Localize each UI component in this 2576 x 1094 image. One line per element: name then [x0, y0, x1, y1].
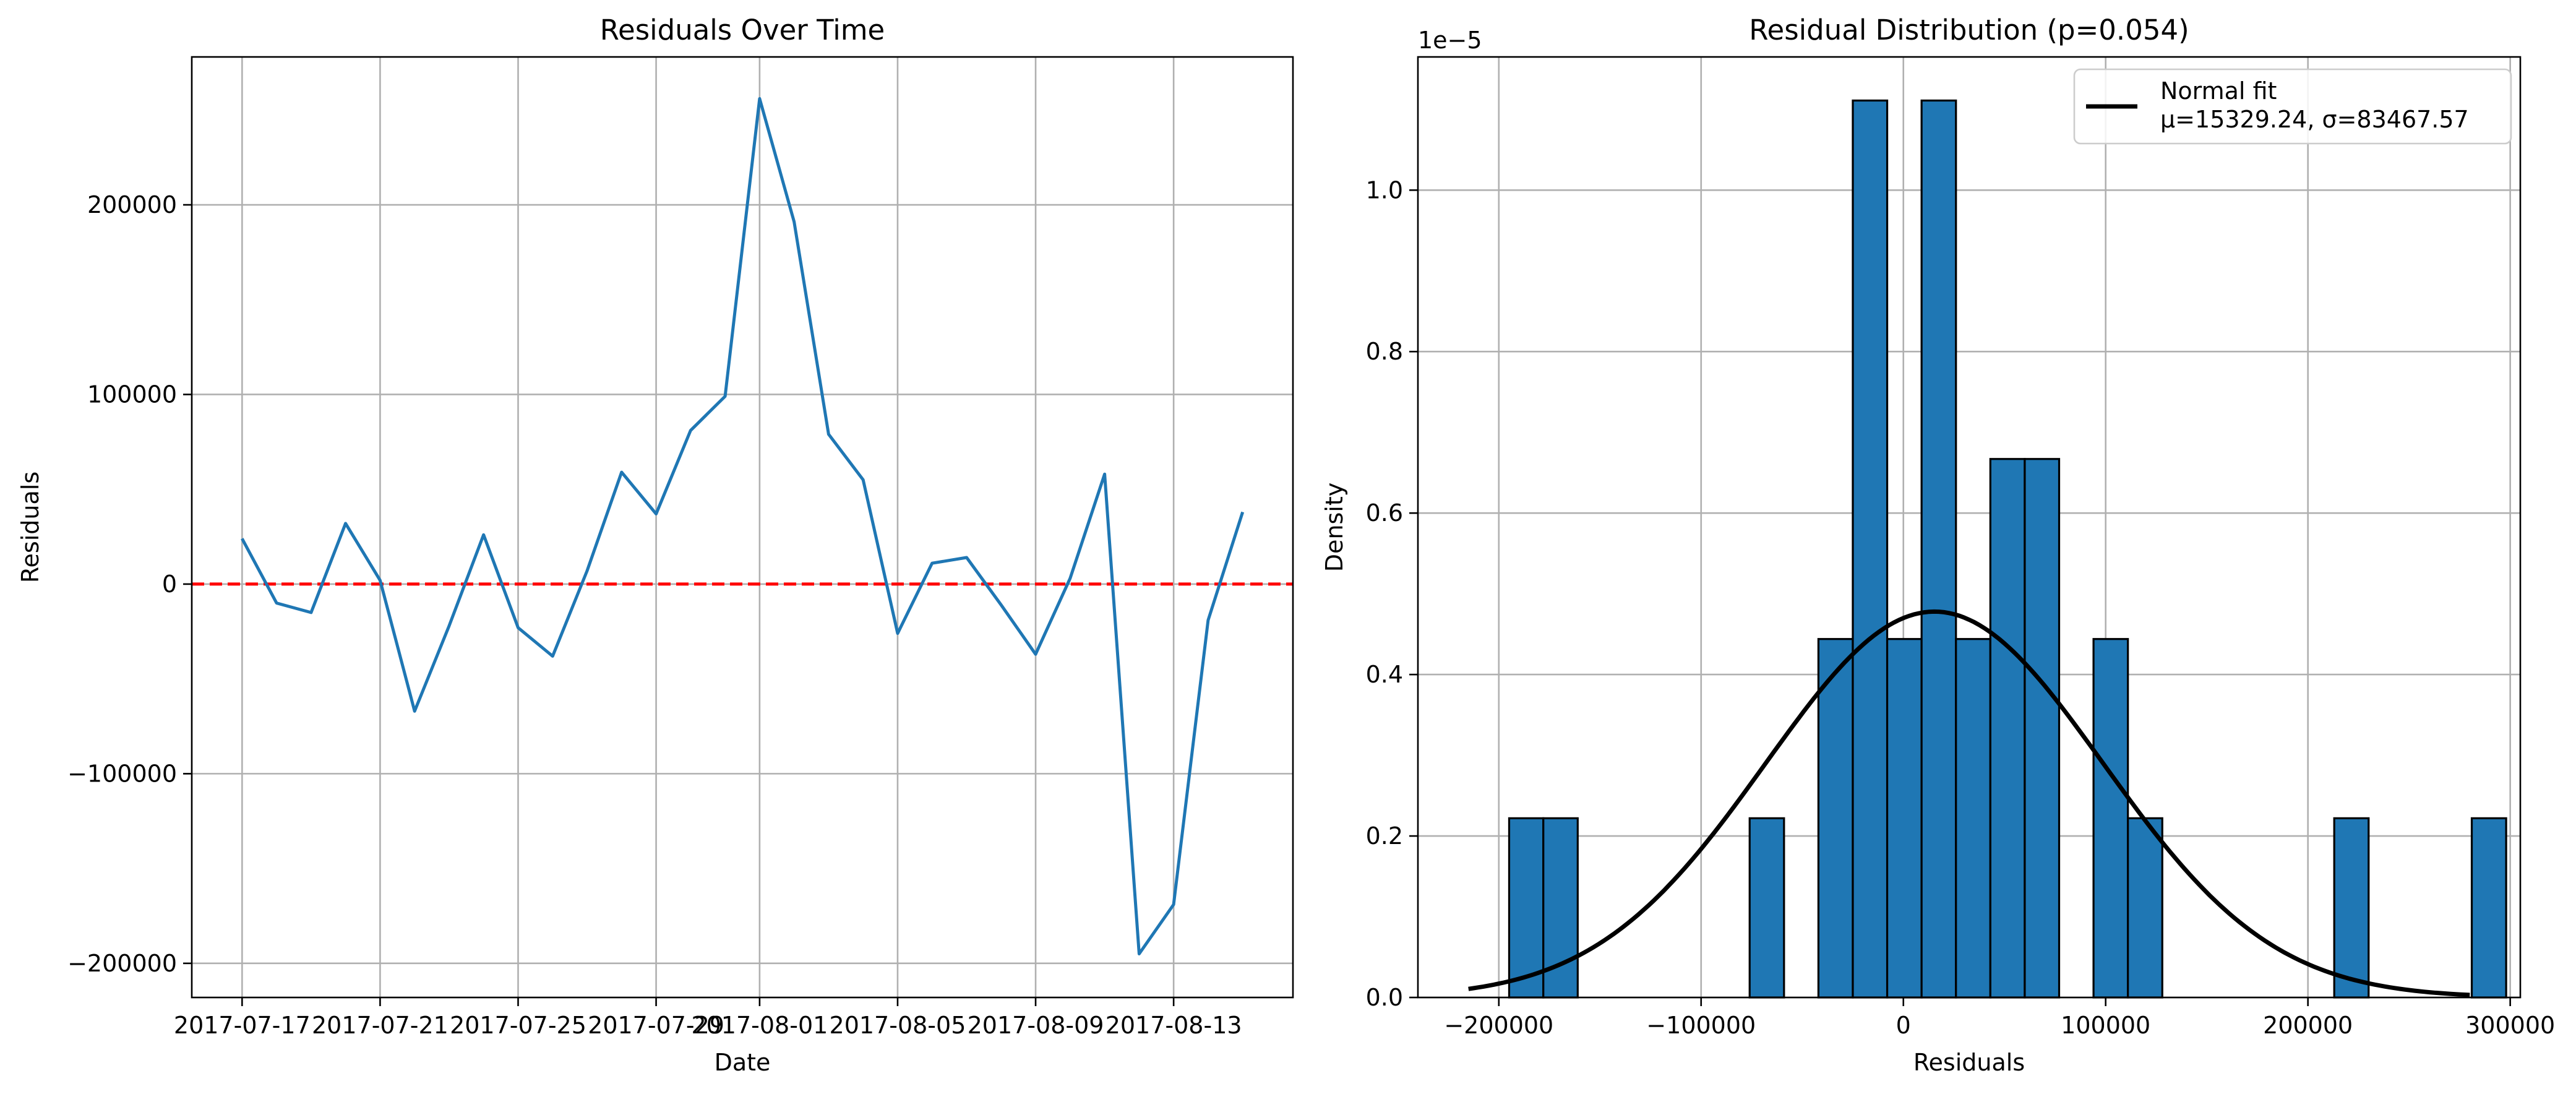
- histogram-bar: [2470, 817, 2507, 999]
- y-tick-label: 0.2: [1366, 822, 1403, 850]
- histogram-bar: [2127, 817, 2163, 999]
- line-chart-ylabel: Residuals: [17, 472, 44, 583]
- legend-box: [2073, 68, 2512, 145]
- x-tick-label: 2017-08-13: [1106, 1012, 1242, 1039]
- histogram-frame: [1417, 56, 2522, 999]
- x-tick-label: 2017-08-01: [691, 1012, 828, 1039]
- histogram-bar: [2333, 817, 2370, 999]
- x-tick-label: 2017-07-25: [450, 1012, 586, 1039]
- histogram-bar: [1508, 817, 1545, 999]
- histogram-bars: [1508, 99, 2507, 999]
- y-tick-label: −100000: [67, 760, 177, 787]
- y-tick-label: 0: [162, 571, 177, 598]
- x-tick-label: 2017-07-21: [312, 1012, 449, 1039]
- normal-fit-curve: [1468, 609, 2470, 997]
- histogram-bar: [2092, 638, 2129, 999]
- histogram-bar: [1955, 638, 1991, 999]
- histogram-bar: [1886, 638, 1923, 999]
- histogram-xlabel: Residuals: [1913, 1049, 2025, 1076]
- y-tick-label: 200000: [87, 191, 177, 218]
- histogram-panel: Residual Distribution (p=0.054) −200000−…: [1321, 14, 2555, 1076]
- line-chart-panel: Residuals Over Time 2017-07-17 2017-07-21…: [17, 14, 1294, 1076]
- legend-label-normal-fit: Normal fit: [2160, 77, 2277, 105]
- line-chart-xlabel: Date: [715, 1049, 771, 1076]
- histogram-y-scale-label: 1e−5: [1418, 27, 1482, 54]
- x-tick-label: −200000: [1444, 1012, 1553, 1039]
- x-tick-label: 200000: [2263, 1012, 2353, 1039]
- histogram-bar: [2024, 458, 2061, 999]
- x-tick-label: 2017-07-17: [174, 1012, 311, 1039]
- line-chart-ticks: 2017-07-17 2017-07-21 2017-07-25 2017-07-29…: [67, 191, 1242, 1039]
- x-tick-label: −100000: [1646, 1012, 1756, 1039]
- line-chart-title: Residuals Over Time: [600, 14, 885, 46]
- histogram-ticks: −200000 −100000 0 100000 200000 300000 0.0 0.2 0…: [1366, 176, 2556, 1039]
- histogram-bar: [1817, 638, 1854, 999]
- histogram-bar: [1852, 99, 1889, 999]
- legend-label-params: μ=15329.24, σ=83467.57: [2160, 106, 2469, 133]
- histogram-ylabel: Density: [1321, 483, 1348, 572]
- histogram-title: Residual Distribution (p=0.054): [1749, 14, 2189, 46]
- histogram-legend: Normal fit μ=15329.24, σ=83467.57: [2073, 68, 2512, 145]
- y-tick-label: 0.0: [1366, 984, 1403, 1011]
- x-tick-label: 2017-08-05: [830, 1012, 966, 1039]
- y-tick-label: 0.8: [1366, 338, 1403, 365]
- y-tick-label: 100000: [87, 381, 177, 408]
- histogram-bar: [1748, 817, 1785, 999]
- line-chart-frame: [191, 56, 1294, 999]
- line-chart-grid: [192, 57, 1293, 997]
- x-tick-label: 300000: [2465, 1012, 2555, 1039]
- x-tick-label: 100000: [2061, 1012, 2150, 1039]
- histogram-bar: [1920, 99, 1957, 999]
- x-tick-label: 2017-08-09: [968, 1012, 1104, 1039]
- histogram-bar: [1989, 458, 2026, 999]
- y-tick-label: 0.6: [1366, 499, 1403, 527]
- x-tick-label: 0: [1896, 1012, 1911, 1039]
- y-tick-label: 0.4: [1366, 661, 1403, 688]
- y-tick-label: −200000: [67, 950, 177, 977]
- y-tick-label: 1.0: [1366, 176, 1403, 204]
- residuals-series-line: [241, 97, 1245, 955]
- x-tick-label: 2017-07-29: [588, 1012, 724, 1039]
